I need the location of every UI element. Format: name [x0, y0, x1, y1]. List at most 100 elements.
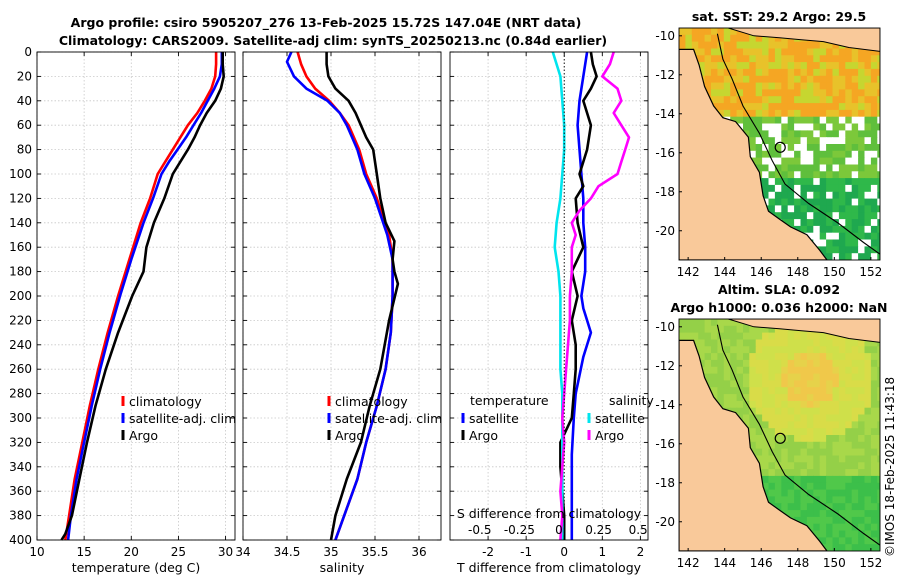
series-line-temperature-argo [559, 51, 598, 540]
map-data-cell [877, 394, 880, 402]
map-data-cell [870, 144, 878, 152]
map-data-cell [870, 359, 878, 368]
map-data-cell [845, 489, 853, 497]
map-data-cell [685, 41, 693, 49]
map-data-cell [755, 353, 763, 361]
map-data-cell [768, 191, 776, 200]
map-data-cell [838, 184, 846, 193]
map-data-cell [826, 62, 834, 70]
map-data-cell [870, 253, 878, 260]
map-data-cell [877, 212, 880, 220]
map-data-cell [794, 400, 802, 409]
map-data-cell [730, 48, 738, 56]
map-data-cell [685, 319, 693, 327]
map-data-cell [800, 48, 808, 56]
map-data-cell [826, 55, 834, 63]
map-data-cell [679, 28, 686, 36]
map-data-cell [806, 414, 814, 422]
map-data-cell [870, 109, 878, 118]
map-data-cell [870, 462, 878, 470]
map-data-cell [813, 171, 821, 179]
map-data-cell [794, 496, 802, 504]
map-data-cell [877, 421, 880, 429]
map-data-cell [832, 41, 840, 49]
map-data-cell [787, 414, 795, 422]
map-data-cell [877, 96, 880, 104]
map-data-cell [813, 116, 821, 125]
map-data-cell [762, 109, 770, 118]
map-data-cell [781, 469, 789, 477]
map-data-cell [755, 400, 763, 409]
map-data-cell [768, 171, 776, 179]
map-data-cell [806, 144, 814, 152]
map-data-cell [774, 462, 782, 470]
map-data-cell [800, 380, 808, 388]
map-data-cell [723, 332, 731, 340]
map-data-cell [768, 475, 776, 484]
sst-map-title: sat. SST: 29.2 Argo: 29.5 [692, 9, 866, 24]
map-data-cell [768, 428, 776, 436]
map-data-cell [826, 157, 834, 165]
map-data-cell [755, 103, 763, 111]
map-data-cell [870, 205, 878, 213]
map-data-cell [806, 225, 814, 234]
map-data-cell [717, 109, 725, 118]
map-data-cell [794, 48, 802, 56]
map-data-cell [787, 198, 795, 206]
map-data-cell [755, 144, 763, 152]
map-data-cell [838, 123, 846, 131]
map-data-cell [813, 164, 821, 172]
y-tick-label: 60 [17, 118, 32, 132]
map-data-cell [851, 414, 859, 422]
map-data-cell [787, 157, 795, 165]
x-axis-label: temperature (deg C) [72, 560, 201, 575]
map-data-cell [826, 496, 834, 504]
map-data-cell [864, 359, 872, 368]
map-data-cell [826, 96, 834, 104]
map-data-cell [819, 516, 827, 525]
legend-title-temperature: temperature [470, 393, 549, 408]
map-data-cell [864, 516, 872, 525]
map-data-cell [698, 332, 706, 340]
map-data-cell [787, 428, 795, 436]
map-data-cell [781, 123, 789, 131]
map-data-cell [768, 41, 776, 49]
map-data-cell [794, 89, 802, 97]
map-data-cell [794, 96, 802, 104]
map-data-cell [698, 353, 706, 361]
map-data-cell [755, 109, 763, 118]
map-data-cell [845, 537, 853, 545]
map-data-cell [787, 144, 795, 152]
map-data-cell [870, 225, 878, 234]
map-data-cell [800, 482, 808, 491]
map-data-cell [806, 184, 814, 193]
map-data-cell [806, 503, 814, 511]
map-data-cell [845, 380, 853, 388]
map-data-cell [832, 212, 840, 220]
map-data-cell [787, 359, 795, 368]
map-data-cell [826, 435, 834, 443]
map-data-cell [813, 96, 821, 104]
map-data-cell [730, 394, 738, 402]
legend-label: satellite [469, 411, 519, 426]
map-data-cell [685, 28, 693, 36]
map-data-cell [762, 428, 770, 436]
map-data-cell [781, 150, 789, 159]
map-data-cell [826, 455, 834, 463]
map-data-cell [832, 482, 840, 491]
map-data-cell [774, 346, 782, 354]
sst-map: sat. SST: 29.2 Argo: 29.5 142 144 146 148 15… [655, 9, 882, 279]
map-data-cell [845, 407, 853, 416]
map-data-cell [845, 387, 853, 395]
map-data-cell [730, 89, 738, 97]
map-data-cell [768, 205, 776, 213]
map-data-cell [819, 346, 827, 354]
map-data-cell [851, 400, 859, 409]
map-data-cell [787, 103, 795, 111]
map-data-cell [723, 400, 731, 409]
map-data-cell [755, 435, 763, 443]
map-data-cell [800, 462, 808, 470]
map-data-cell [845, 225, 853, 234]
map-data-cell [832, 232, 840, 241]
map-data-cell [851, 339, 859, 347]
